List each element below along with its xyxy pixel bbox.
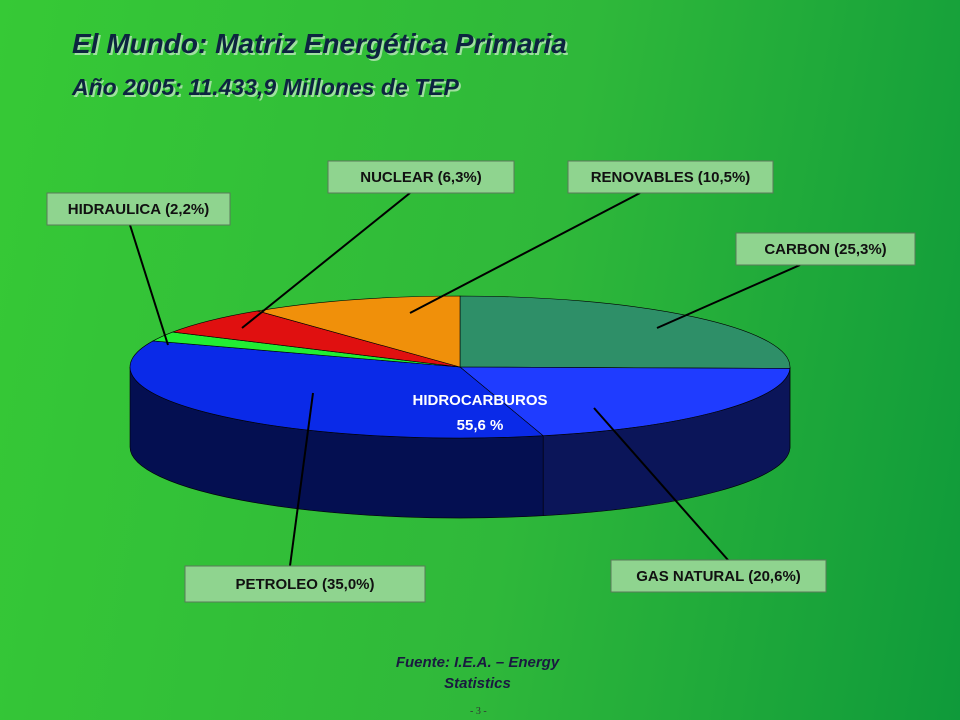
category-label: GAS NATURAL [636,568,744,585]
label-box [610,559,827,593]
value-label: (20,6%) [748,568,801,585]
value-label: (6,3%) [438,169,482,186]
value-label: (35,0%) [322,576,375,593]
label-box [184,565,426,603]
slice [459,295,791,369]
slice [129,340,544,439]
value-label: (10,5%) [698,169,751,186]
leader-line [289,392,314,567]
category-label: HIDRAULICA [68,201,161,218]
subtitle: Año 2005: 11.433,9 Millones de TEP [72,74,459,100]
slice-label: HIDRAULICA (2,2%) [68,201,210,218]
leader-line [593,407,729,561]
leader-line [409,192,641,314]
leader-line [129,224,169,346]
value-label: (25,3%) [834,241,887,258]
category-label: CARBON [764,241,830,258]
title: El Mundo: Matriz Energética Primaria [72,28,567,59]
annotation-value: 55,6 % [457,417,504,434]
category-label: NUCLEAR [360,169,433,186]
slice [459,366,791,437]
annotation: HIDROCARBUROS [413,392,548,409]
leader-line [656,264,801,329]
slice-label: NUCLEAR (6,3%) [360,169,482,186]
category-label: PETROLEO [235,576,318,593]
source: Fuente: I.E.A. – Energy Statistics [395,654,560,692]
page-number: - 3 - [470,706,487,717]
slice-label: RENOVABLES (10,5%) [591,169,751,186]
label-box [567,160,774,194]
slice-label: CARBON (25,3%) [764,241,886,258]
value-label: (2,2%) [165,201,209,218]
label-box [327,160,515,194]
category-label: RENOVABLES [591,169,694,186]
slice-label: GAS NATURAL (20,6%) [636,568,801,585]
label-box [46,192,231,226]
label-box [735,232,916,266]
leader-line [241,192,411,329]
slice-label: PETROLEO (35,0%) [235,576,374,593]
